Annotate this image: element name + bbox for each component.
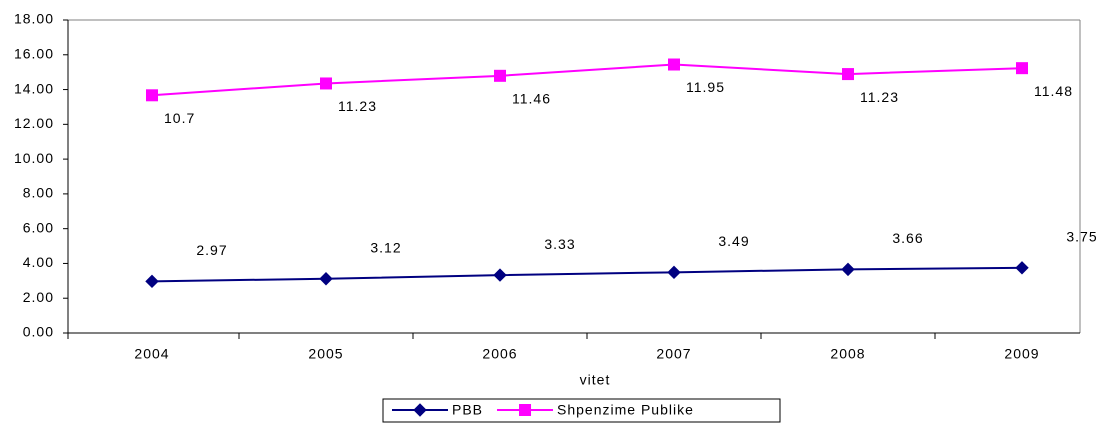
data-point <box>1015 261 1029 275</box>
data-label: 11.95 <box>686 79 725 95</box>
data-point <box>841 262 855 277</box>
legend-box <box>382 398 781 423</box>
data-label: 2.97 <box>196 242 227 258</box>
y-tick-label: 4.00 <box>23 254 54 270</box>
x-tick-label: 2008 <box>830 346 865 362</box>
data-point <box>1016 62 1028 75</box>
y-tick-label: 10.00 <box>14 150 54 166</box>
data-label: 11.46 <box>512 91 551 107</box>
legend-label: PBB <box>452 402 483 418</box>
data-point <box>668 58 680 71</box>
data-point <box>319 272 333 286</box>
data-point <box>145 274 159 289</box>
y-tick-label: 6.00 <box>23 219 54 235</box>
x-axis-label: vitet <box>580 372 611 388</box>
data-point <box>146 89 158 102</box>
x-tick-label: 2006 <box>482 346 517 362</box>
data-label: 3.49 <box>718 233 749 249</box>
data-point <box>320 77 332 90</box>
series-line <box>151 63 1023 97</box>
data-point <box>842 68 854 81</box>
y-tick-label: 16.00 <box>14 45 54 61</box>
data-point <box>494 69 506 82</box>
legend-marker <box>519 404 532 416</box>
data-label: 11.23 <box>338 98 377 114</box>
y-tick-label: 12.00 <box>14 115 54 131</box>
x-tick-label: 2007 <box>656 346 691 362</box>
data-point <box>493 268 507 282</box>
data-point <box>667 265 681 280</box>
data-label: 10.7 <box>164 110 195 126</box>
data-label: 3.66 <box>892 230 923 246</box>
x-tick-label: 2005 <box>308 346 343 362</box>
y-tick-label: 2.00 <box>23 289 54 305</box>
y-tick-label: 18.00 <box>14 11 54 27</box>
data-label: 3.33 <box>544 236 575 252</box>
data-label: 3.75 <box>1066 228 1096 244</box>
x-tick-label: 2009 <box>1004 346 1039 362</box>
series-line <box>151 266 1023 283</box>
legend-marker <box>413 403 427 417</box>
legend: PBB Shpenzime Publike <box>382 398 781 423</box>
y-tick-label: 8.00 <box>23 185 54 201</box>
data-label: 3.12 <box>370 239 401 255</box>
y-tick-label: 14.00 <box>14 80 54 96</box>
y-tick-label: 0.00 <box>23 324 54 340</box>
data-label: 11.23 <box>860 89 899 105</box>
data-label: 11.48 <box>1034 83 1073 99</box>
x-tick-label: 2004 <box>134 346 169 362</box>
legend-label: Shpenzime Publike <box>557 402 694 418</box>
